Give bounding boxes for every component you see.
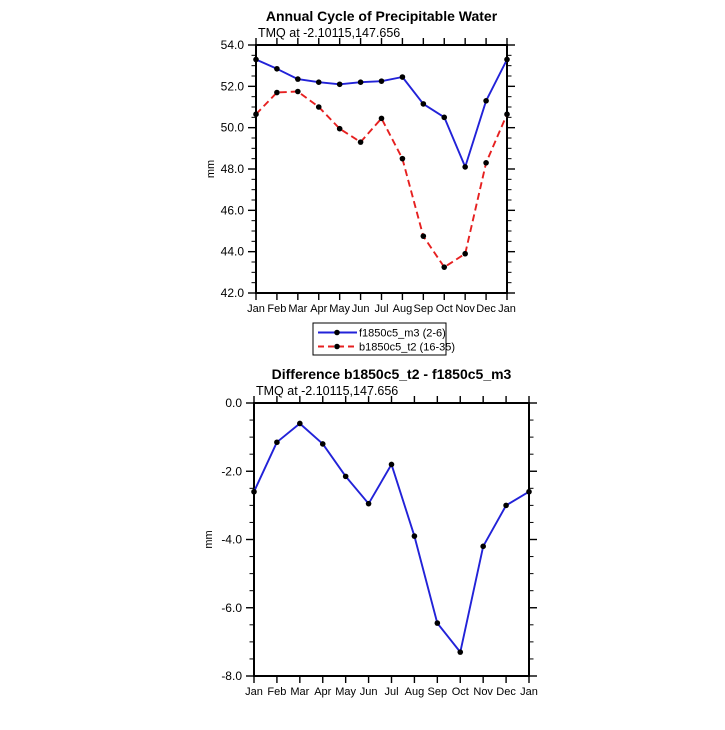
chart-difference: -8.0 -6.0 -4.0 -2.0 0.0 Jan Feb Mar Apr May Jun Jul… [203,366,538,698]
data-point [315,104,322,110]
data-point [504,56,510,63]
y-tick-label: -4.0 [221,533,242,547]
data-point [357,139,364,145]
data-point [526,488,532,495]
data-point [295,76,301,82]
y-axis-label: mm [205,160,217,178]
data-point [388,461,395,468]
axis-ticks [246,396,537,683]
x-tick-label: Oct [452,686,469,698]
data-point [441,264,448,270]
x-tick-label: Jan [520,686,538,698]
data-point [253,56,259,63]
y-tick-label: -2.0 [221,464,242,478]
x-tick-label: Jun [352,303,370,315]
x-tick-label: Apr [314,686,331,698]
x-tick-label: Mar [290,686,309,698]
x-tick-label: Jan [245,686,263,698]
data-point [462,250,468,257]
axis-ticks [248,38,515,300]
data-point [441,114,448,121]
data-point [504,111,510,118]
legend: f1850c5_m3 (2-6) b1850c5_t2 (16-35) [312,322,455,356]
data-point [274,65,280,72]
x-tick-label: Nov [473,686,493,698]
x-tick-label: Sep [414,303,434,315]
x-tick-label: Apr [310,303,327,315]
data-point [420,101,427,107]
x-tick-label: Jan [498,303,516,315]
data-point [434,620,441,626]
y-tick-label: 42.0 [221,286,245,300]
data-point [399,155,406,162]
y-tick-label: 44.0 [221,245,245,259]
x-tick-label: Feb [267,686,286,698]
data-point [342,473,349,480]
data-point [420,233,427,239]
x-tick-label: Jun [360,686,378,698]
x-tick-label: Jan [247,303,265,315]
data-point [503,502,509,509]
x-tick-label: Dec [476,303,496,315]
legend-label: b1850c5_t2 (16-35) [359,342,455,354]
x-tick-label: Aug [393,303,413,315]
x-tick-label: Jul [374,303,388,315]
y-tick-label: 48.0 [221,162,245,176]
legend-marker [334,329,340,336]
data-point [462,164,468,170]
chart-subtitle: TMQ at -2.10115,147.656 [256,384,398,398]
data-point [480,543,486,550]
x-tick-label: Jul [384,686,398,698]
data-point [295,88,301,95]
x-tick-label: Feb [267,303,286,315]
y-tick-label: 52.0 [221,79,245,93]
x-tick-label: Aug [405,686,425,698]
data-point [357,79,364,85]
y-tick-label: 0.0 [225,396,242,410]
plot-frame [255,44,508,294]
data-point [483,98,489,104]
y-tick-label: -8.0 [221,669,242,683]
legend-marker [334,343,340,350]
data-point [274,439,280,446]
data-point [251,488,257,495]
data-point [297,420,303,427]
chart-title: Difference b1850c5_t2 - f1850c5_m3 [272,366,512,382]
chart-subtitle: TMQ at -2.10115,147.656 [258,26,400,40]
x-tick-label: Oct [436,303,453,315]
data-point [457,649,464,655]
data-point [253,111,259,118]
data-point [483,160,489,166]
data-point [378,115,385,122]
data-point [378,78,385,84]
data-point [336,81,343,88]
x-tick-label: Dec [496,686,516,698]
y-tick-label: -6.0 [221,601,242,615]
x-tick-label: Mar [288,303,307,315]
legend-label: f1850c5_m3 (2-6) [359,328,446,340]
y-tick-label: 46.0 [221,203,245,217]
data-point [319,441,326,447]
data-point [315,79,322,85]
data-point [411,533,418,539]
data-point [274,89,280,96]
y-axis-label: mm [203,530,215,548]
plot-frame [253,402,530,677]
y-tick-label: 54.0 [221,38,245,52]
chart-title: Annual Cycle of Precipitable Water [266,8,498,24]
legend-box [312,322,447,356]
series-line-0 [253,422,530,654]
data-point [399,74,406,80]
data-point [365,500,372,507]
y-tick-label: 50.0 [221,121,245,135]
x-tick-label: May [329,303,350,315]
x-tick-label: Sep [428,686,448,698]
x-tick-label: May [335,686,356,698]
x-tick-label: Nov [455,303,475,315]
data-point [336,125,343,132]
series-line-0 [255,58,508,168]
